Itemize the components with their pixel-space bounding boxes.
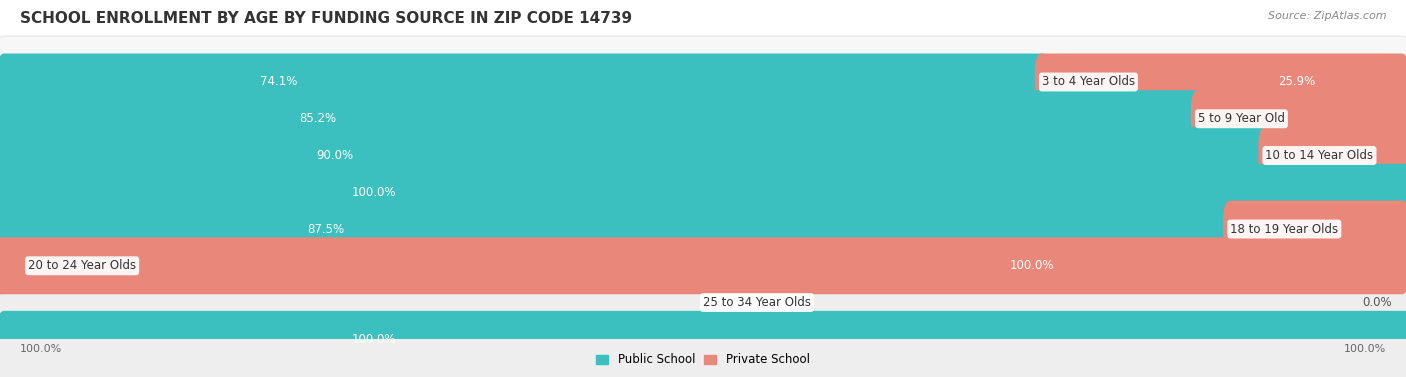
FancyBboxPatch shape	[0, 311, 1406, 368]
Text: 74.1%: 74.1%	[260, 75, 298, 89]
Text: Source: ZipAtlas.com: Source: ZipAtlas.com	[1268, 11, 1386, 21]
Text: 25.9%: 25.9%	[1278, 75, 1315, 89]
Text: 5 to 9 Year Old: 5 to 9 Year Old	[1198, 112, 1285, 125]
Legend: Public School, Private School: Public School, Private School	[592, 349, 814, 371]
Text: 85.2%: 85.2%	[299, 112, 336, 125]
FancyBboxPatch shape	[0, 127, 1272, 184]
FancyBboxPatch shape	[1258, 127, 1406, 184]
Text: 90.0%: 90.0%	[316, 149, 353, 162]
FancyBboxPatch shape	[0, 164, 1406, 221]
Text: 18 to 19 Year Olds: 18 to 19 Year Olds	[1230, 222, 1339, 236]
FancyBboxPatch shape	[0, 54, 1049, 110]
FancyBboxPatch shape	[1191, 90, 1406, 147]
FancyBboxPatch shape	[1035, 54, 1406, 110]
FancyBboxPatch shape	[0, 110, 1406, 201]
FancyBboxPatch shape	[0, 90, 1205, 147]
Text: 25 to 34 Year Olds: 25 to 34 Year Olds	[703, 296, 811, 309]
FancyBboxPatch shape	[0, 73, 1406, 165]
Text: 3 to 4 Year Olds: 3 to 4 Year Olds	[1042, 75, 1135, 89]
Text: 100.0%: 100.0%	[1344, 344, 1386, 354]
FancyBboxPatch shape	[0, 220, 1406, 312]
Text: 20 to 24 Year Olds: 20 to 24 Year Olds	[28, 259, 136, 272]
FancyBboxPatch shape	[0, 36, 1406, 128]
FancyBboxPatch shape	[0, 237, 1406, 294]
Text: 10 to 14 Year Olds: 10 to 14 Year Olds	[1265, 149, 1374, 162]
Text: 100.0%: 100.0%	[352, 333, 396, 346]
Text: 100.0%: 100.0%	[352, 186, 396, 199]
FancyBboxPatch shape	[0, 257, 1406, 348]
Text: 100.0%: 100.0%	[20, 344, 62, 354]
Text: 100.0%: 100.0%	[1010, 259, 1054, 272]
Text: 87.5%: 87.5%	[308, 222, 344, 236]
Text: SCHOOL ENROLLMENT BY AGE BY FUNDING SOURCE IN ZIP CODE 14739: SCHOOL ENROLLMENT BY AGE BY FUNDING SOUR…	[20, 11, 631, 26]
FancyBboxPatch shape	[1223, 201, 1406, 257]
FancyBboxPatch shape	[0, 201, 1237, 257]
Text: 0.0%: 0.0%	[1362, 296, 1392, 309]
FancyBboxPatch shape	[0, 146, 1406, 238]
FancyBboxPatch shape	[0, 183, 1406, 275]
FancyBboxPatch shape	[0, 293, 1406, 377]
